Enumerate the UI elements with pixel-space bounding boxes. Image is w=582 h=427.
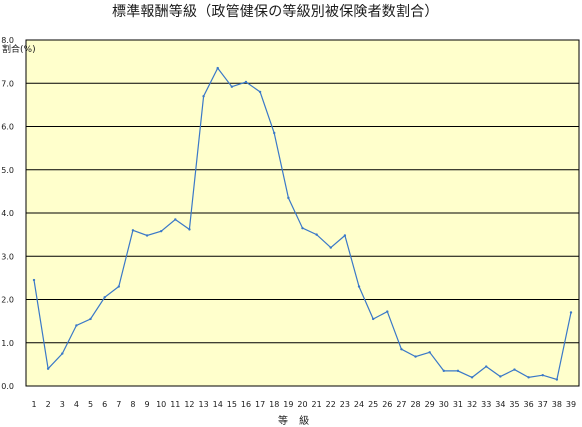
x-tick-label: 10 <box>156 400 166 409</box>
x-tick-label: 24 <box>354 400 364 409</box>
x-tick-label: 20 <box>297 400 307 409</box>
x-tick-label: 37 <box>538 400 548 409</box>
data-point <box>428 351 431 354</box>
x-tick-label: 28 <box>410 400 420 409</box>
data-point <box>244 80 248 84</box>
x-tick-label: 30 <box>439 400 449 409</box>
data-point <box>188 228 191 231</box>
data-point <box>273 131 276 135</box>
y-axis-ticks: 0.0 1.0 2.0 3.0 4.0 5.0 6.0 7.0 8.0 <box>1 36 14 391</box>
data-point <box>414 355 417 358</box>
x-tick-label: 31 <box>453 400 463 409</box>
data-point <box>456 369 460 373</box>
data-point <box>131 229 135 232</box>
x-tick-label: 38 <box>552 400 562 409</box>
data-point <box>400 348 403 351</box>
x-tick-label: 9 <box>145 400 150 409</box>
data-point <box>258 90 262 94</box>
data-point <box>569 311 573 314</box>
y-tick-label: 2.0 <box>1 296 14 305</box>
y-tick-label: 1.0 <box>1 339 14 348</box>
x-tick-label: 12 <box>184 400 194 409</box>
x-tick-label: 25 <box>368 400 378 409</box>
y-tick-label: 3.0 <box>1 252 14 261</box>
data-point <box>371 317 375 321</box>
x-tick-label: 26 <box>382 400 392 409</box>
data-point <box>287 196 290 200</box>
x-tick-label: 19 <box>283 400 293 409</box>
x-tick-label: 11 <box>170 400 180 409</box>
y-tick-label: 7.0 <box>1 79 14 88</box>
x-tick-label: 3 <box>60 400 65 409</box>
data-point <box>103 296 106 299</box>
x-tick-label: 33 <box>481 400 491 409</box>
x-tick-label: 5 <box>88 400 93 409</box>
x-tick-label: 29 <box>425 400 435 409</box>
x-tick-label: 7 <box>116 400 121 409</box>
y-tick-label: 8.0 <box>1 36 14 45</box>
data-point <box>145 234 149 237</box>
data-point <box>75 324 78 327</box>
x-tick-label: 13 <box>198 400 208 409</box>
x-tick-label: 23 <box>340 400 350 409</box>
x-axis-label: 等 級 <box>278 416 314 427</box>
data-point <box>32 278 36 282</box>
data-point <box>357 285 361 288</box>
y-tick-label: 0.0 <box>1 382 14 391</box>
data-point <box>46 367 50 370</box>
data-point <box>159 229 163 233</box>
x-tick-label: 22 <box>326 400 336 409</box>
data-point <box>343 234 347 237</box>
data-point <box>61 352 64 355</box>
data-point <box>527 376 530 379</box>
data-point <box>470 376 474 379</box>
data-point <box>485 365 488 368</box>
chart-title: 標準報酬等級（政管健保の等級別被保険者数割合） <box>112 4 439 20</box>
data-point <box>442 369 446 373</box>
x-tick-label: 21 <box>312 400 322 409</box>
x-tick-label: 36 <box>524 400 534 409</box>
data-point <box>89 317 92 321</box>
data-point <box>329 246 332 249</box>
y-tick-label: 6.0 <box>1 123 14 132</box>
gridlines <box>26 82 579 344</box>
data-point <box>499 375 502 378</box>
chart-title-area: 標準報酬等級（政管健保の等級別被保険者数割合） <box>0 0 582 20</box>
x-tick-label: 2 <box>46 400 51 409</box>
x-tick-label: 34 <box>495 400 505 409</box>
data-point <box>315 233 318 236</box>
x-tick-label: 39 <box>566 400 576 409</box>
data-points <box>32 66 573 381</box>
data-point <box>174 218 177 221</box>
x-tick-label: 1 <box>31 400 36 409</box>
x-tick-label: 17 <box>255 400 265 409</box>
x-tick-label: 16 <box>241 400 251 409</box>
data-point <box>555 378 559 381</box>
data-point <box>117 285 120 288</box>
data-point <box>541 373 544 377</box>
x-tick-label: 6 <box>102 400 107 409</box>
x-axis-ticks: 1 2 3 4 5 6 7 8 9 10 11 12 13 14 15 16 17 18 19 20 21 22 23 24 2… <box>31 400 576 409</box>
x-tick-label: 8 <box>130 400 135 409</box>
x-tick-label: 35 <box>509 400 519 409</box>
y-tick-label: 5.0 <box>1 166 14 175</box>
data-point <box>513 368 516 371</box>
data-point <box>386 310 389 313</box>
x-tick-label: 18 <box>269 400 279 409</box>
data-point <box>301 226 304 230</box>
y-tick-label: 4.0 <box>1 209 14 218</box>
y-axis-label: 割合(%) <box>2 45 36 55</box>
x-tick-label: 15 <box>227 400 237 409</box>
data-point <box>216 66 219 70</box>
x-tick-label: 14 <box>213 400 223 409</box>
x-tick-label: 4 <box>74 400 79 409</box>
x-tick-label: 32 <box>467 400 477 409</box>
x-tick-label: 27 <box>396 400 406 409</box>
data-point <box>202 95 205 98</box>
data-point <box>230 85 234 88</box>
